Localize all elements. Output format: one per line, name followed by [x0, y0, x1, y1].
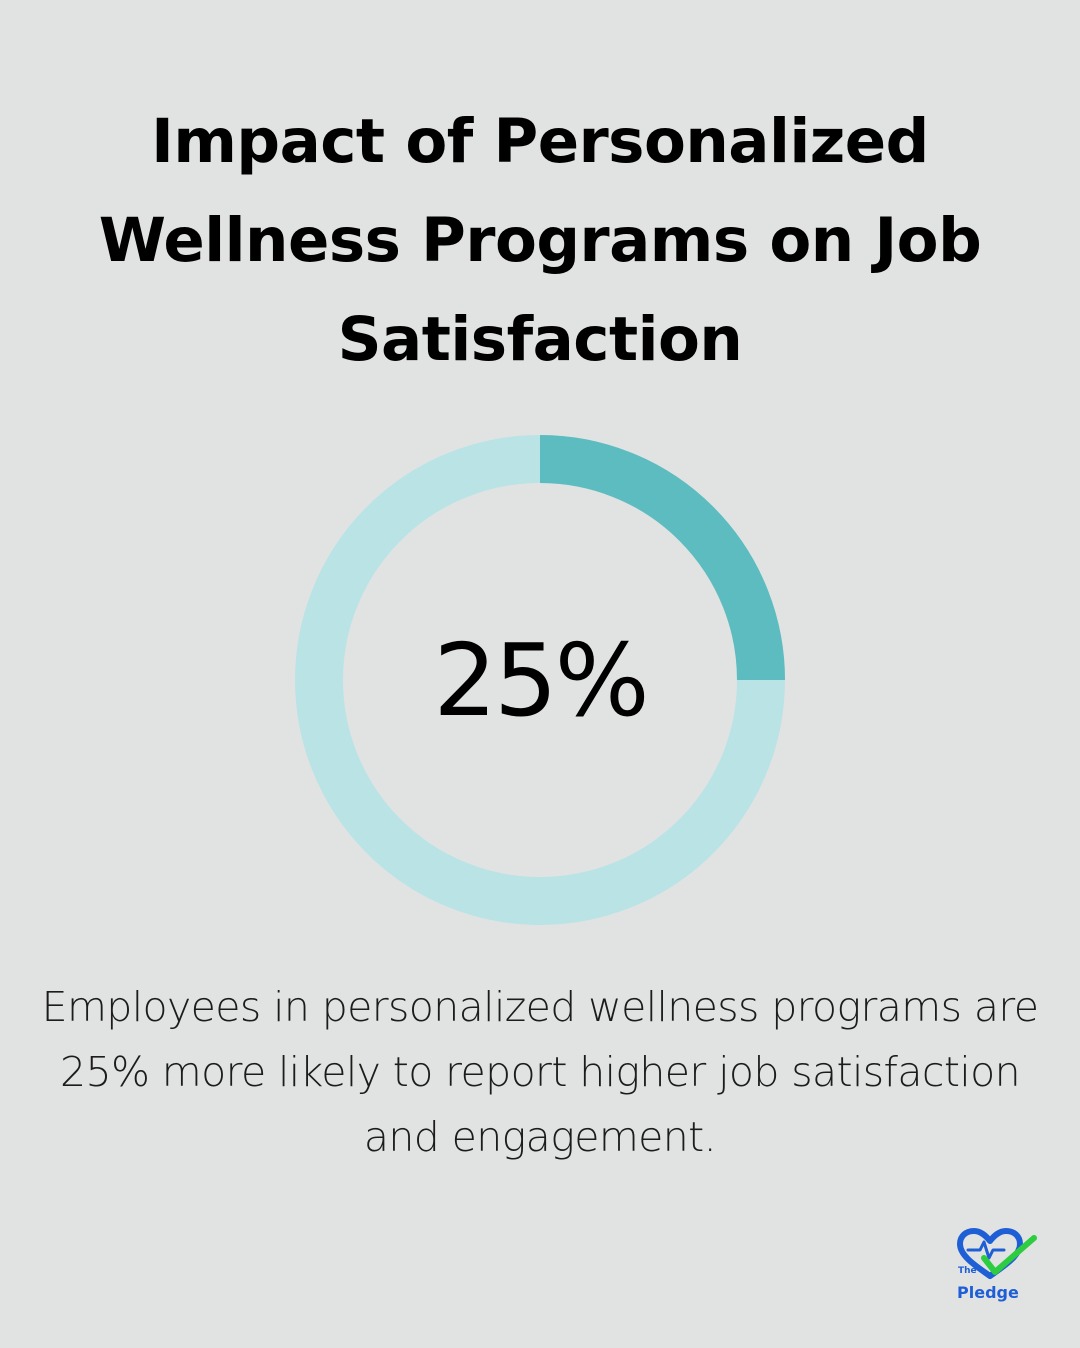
donut-chart: 25% [295, 435, 785, 925]
the-pledge-logo: The Pledge [954, 1228, 1038, 1308]
chart-title: Impact of Personalized Wellness Programs… [98, 106, 982, 375]
logo-name: Pledge [957, 1283, 1019, 1302]
check-mark [981, 1235, 1037, 1275]
center-value: 25% [433, 621, 649, 739]
pulse-line [966, 1240, 1006, 1260]
heart-outline [957, 1228, 1023, 1279]
heart-check-icon [957, 1228, 1037, 1279]
donut-slice-highlight [539, 435, 785, 681]
chart-caption: Employees in personalized wellness progr… [41, 983, 1039, 1161]
logo-prefix: The [958, 1266, 977, 1276]
donut-svg [295, 435, 785, 925]
